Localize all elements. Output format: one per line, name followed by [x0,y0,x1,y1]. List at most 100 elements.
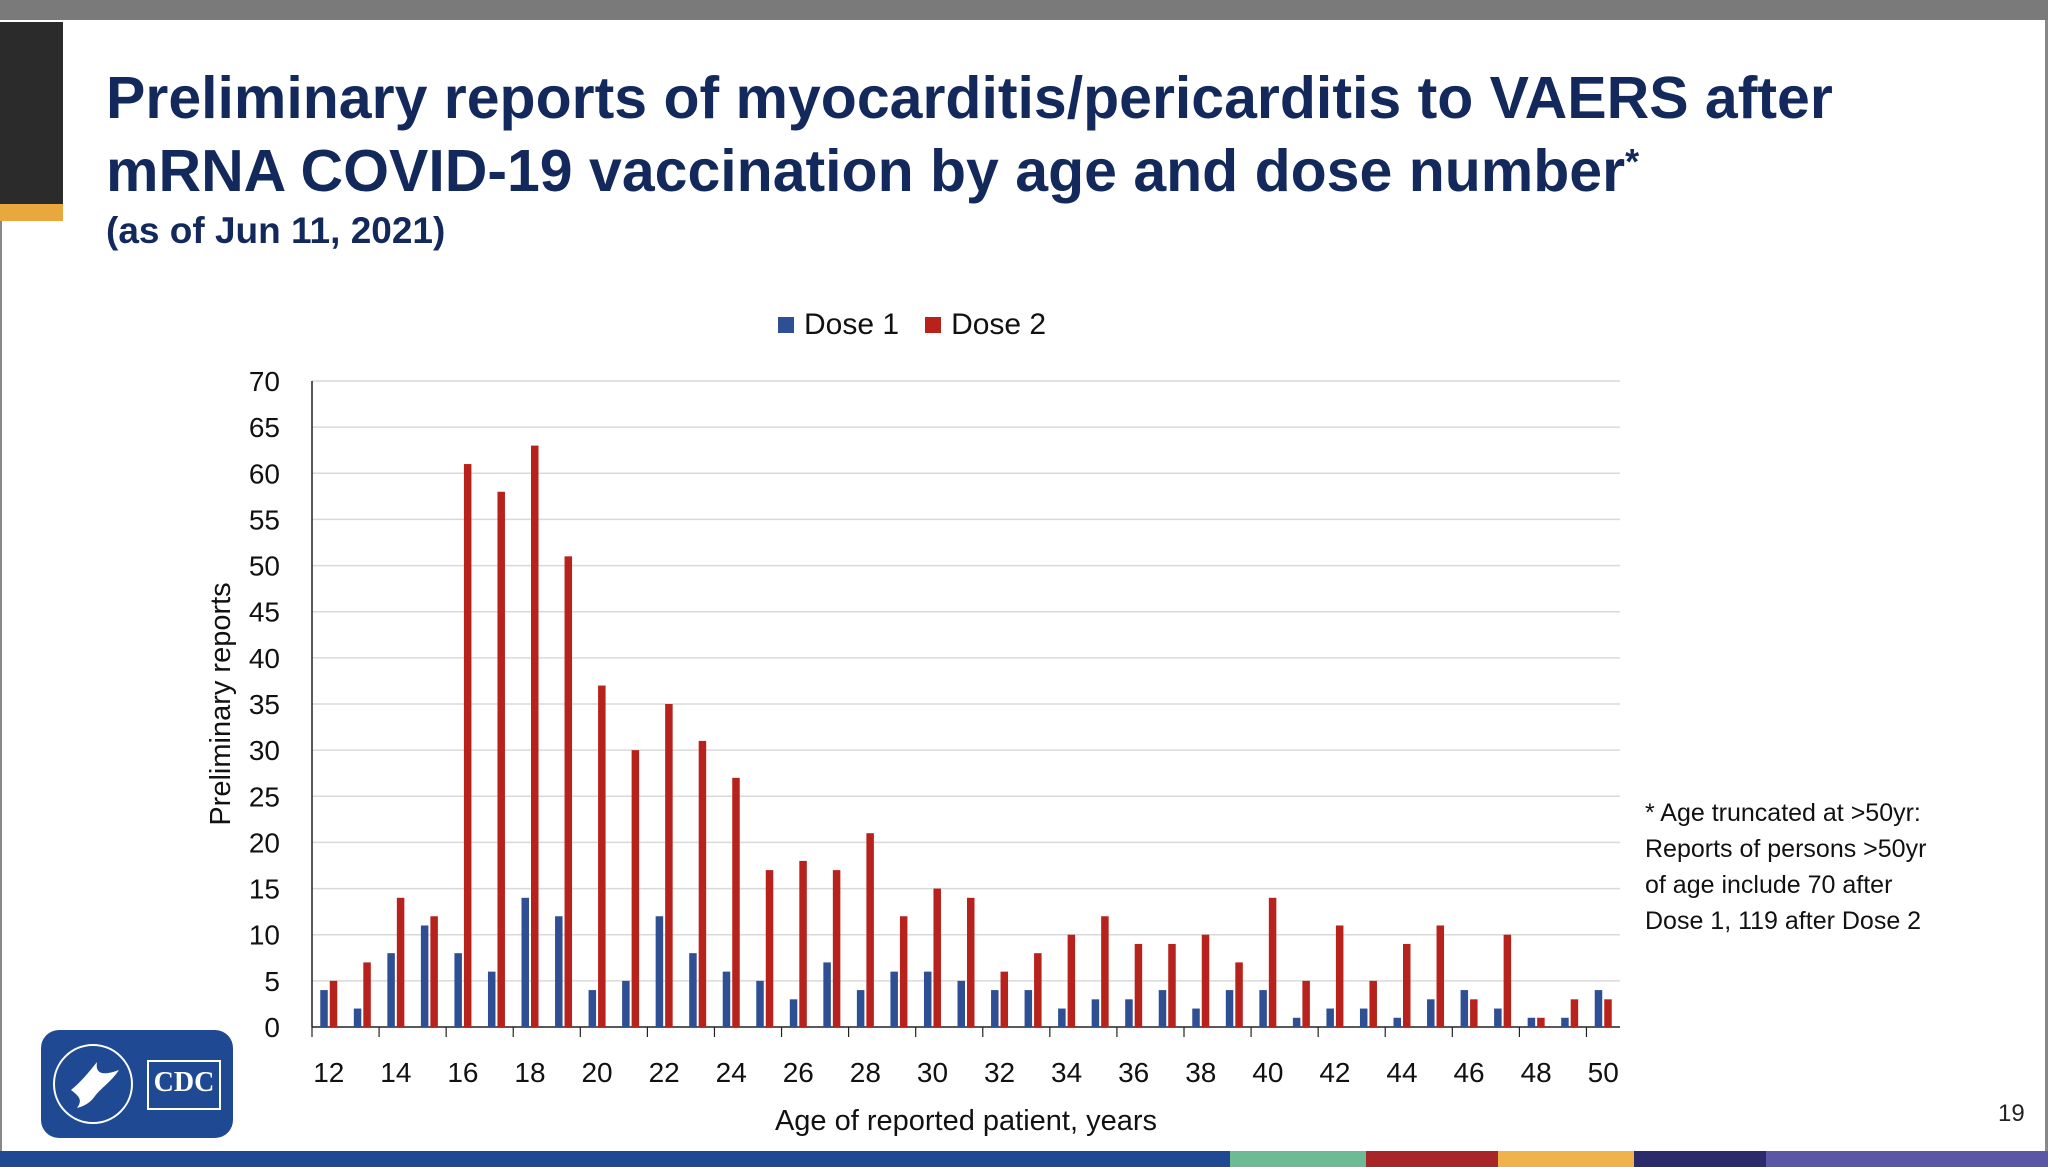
legend-label-dose1: Dose 1 [804,308,900,341]
bar-dose2 [396,897,405,1027]
bottom-bar-segment [1366,1151,1498,1167]
bar-dose1 [890,971,898,1027]
bottom-bar-segment [1230,1151,1366,1167]
bar-dose2 [1168,943,1176,1027]
bar-dose1 [1192,1008,1200,1027]
bar-dose1 [689,953,697,1027]
bar-dose2 [1101,916,1109,1027]
bar-dose2 [1537,1017,1545,1027]
bar-dose2 [933,888,941,1027]
bar-dose2 [832,870,841,1027]
bar-dose2 [899,916,908,1027]
bar-dose2 [732,777,740,1027]
y-tick-label: 20 [249,827,280,858]
bar-dose1 [1594,990,1603,1027]
slide-title: Preliminary reports of myocarditis/peric… [106,62,1926,208]
x-tick-label: 32 [984,1057,1015,1088]
y-tick-label: 50 [249,551,280,582]
bar-dose1 [1460,990,1469,1027]
bar-dose1 [756,980,764,1027]
x-axis-title: Age of reported patient, years [775,1105,1157,1137]
slide-accent-dark [0,22,63,204]
bar-dose2 [1201,934,1210,1027]
bar-dose1 [1527,1017,1536,1027]
bar-dose2 [1470,999,1478,1027]
page-number: 19 [1998,1100,2025,1127]
bar-dose1 [1561,1017,1569,1027]
cdc-wordmark: CDC [147,1060,221,1110]
bar-dose2 [1000,971,1009,1027]
bottom-color-bar [0,1151,2048,1167]
bar-dose1 [655,916,664,1027]
y-tick-label: 25 [249,781,280,812]
bar-dose2 [497,491,505,1027]
y-tick-label: 65 [249,412,280,443]
x-tick-label: 34 [1051,1057,1082,1088]
bar-dose2 [363,962,371,1027]
slide-subtitle: (as of Jun 11, 2021) [106,210,446,251]
bar-dose2 [1067,934,1076,1027]
bar-dose1 [1427,999,1435,1027]
bottom-bar-segment [1634,1151,1766,1167]
footnote: * Age truncated at >50yr: Reports of per… [1645,799,1927,935]
bar-dose1 [1259,990,1267,1027]
bar-dose1 [1125,999,1133,1027]
slide-left-border [0,221,2,1151]
bar-dose2 [531,445,539,1028]
bar-dose1 [1158,990,1167,1027]
x-tick-label: 14 [380,1057,411,1088]
bar-dose1 [1024,990,1033,1027]
y-tick-label: 10 [249,920,280,951]
chart-legend: Dose 1 Dose 2 [778,305,1072,345]
y-tick-label: 30 [249,735,280,766]
y-tick-label: 55 [249,504,280,535]
x-tick-label: 18 [514,1057,545,1088]
y-axis-title: Preliminary reports [205,582,237,825]
bar-dose2 [698,740,707,1027]
y-tick-label: 45 [249,597,280,628]
x-tick-label: 26 [783,1057,814,1088]
bar-dose1 [320,990,328,1027]
legend-swatch-dose2 [925,317,942,333]
hhs-seal-icon [53,1044,133,1124]
bar-dose1 [1326,1008,1334,1027]
x-tick-label: 40 [1252,1057,1283,1088]
x-tick-label: 50 [1588,1057,1619,1088]
bar-dose2 [799,860,807,1027]
bar-dose1 [1058,1008,1066,1027]
bar-dose2 [1403,943,1411,1027]
slide-title-text: Preliminary reports of myocarditis/peric… [106,65,1833,204]
y-tick-label: 35 [249,689,280,720]
bottom-bar-segment [1498,1151,1634,1167]
y-tick-label: 70 [249,366,280,397]
legend-swatch-dose1 [778,317,794,333]
x-tick-label: 42 [1319,1057,1350,1088]
window-top-bar [0,0,2048,20]
bar-dose1 [353,1008,362,1027]
x-tick-label: 12 [313,1057,344,1088]
bar-dose2 [1369,980,1377,1027]
bar-dose1 [1292,1017,1301,1027]
bar-dose2 [329,980,338,1027]
slide-accent-gold [0,204,63,221]
y-tick-label: 0 [264,1012,280,1043]
bar-dose2 [967,897,975,1027]
bar-dose2 [1134,943,1143,1027]
x-tick-label: 46 [1453,1057,1484,1088]
x-tick-label: 22 [649,1057,680,1088]
bar-dose2 [564,556,573,1027]
x-tick-label: 24 [716,1057,747,1088]
y-tick-label: 5 [264,966,280,997]
bar-dose2 [1034,953,1042,1027]
bar-dose1 [1393,1017,1401,1027]
bar-dose2 [1268,897,1277,1027]
eagle-icon [71,1062,119,1108]
bar-dose1 [991,990,999,1027]
bar-dose2 [765,870,774,1027]
x-tick-label: 38 [1185,1057,1216,1088]
x-tick-label: 16 [447,1057,478,1088]
x-tick-label: 28 [850,1057,881,1088]
bar-dose1 [555,916,563,1027]
bar-dose2 [1570,999,1579,1027]
